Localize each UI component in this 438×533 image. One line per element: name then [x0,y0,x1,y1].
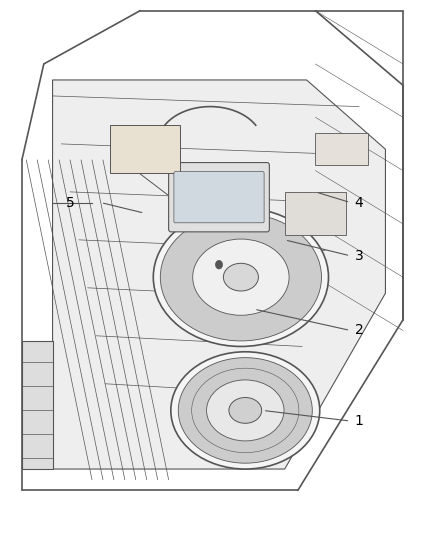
Ellipse shape [207,380,284,441]
Text: 5: 5 [66,196,74,209]
Ellipse shape [178,358,312,463]
Ellipse shape [223,263,258,291]
Ellipse shape [229,398,261,423]
Polygon shape [22,341,53,469]
Polygon shape [53,80,385,469]
Ellipse shape [171,352,320,469]
Text: 2: 2 [355,324,364,337]
Text: 1: 1 [355,414,364,428]
Circle shape [215,261,223,269]
Ellipse shape [193,239,289,315]
FancyBboxPatch shape [285,192,346,235]
FancyBboxPatch shape [315,133,368,165]
Ellipse shape [153,208,328,346]
Ellipse shape [160,213,321,341]
FancyBboxPatch shape [110,125,180,173]
Text: 3: 3 [355,249,364,263]
Text: 4: 4 [355,196,364,209]
FancyBboxPatch shape [174,172,264,223]
FancyBboxPatch shape [169,163,269,232]
